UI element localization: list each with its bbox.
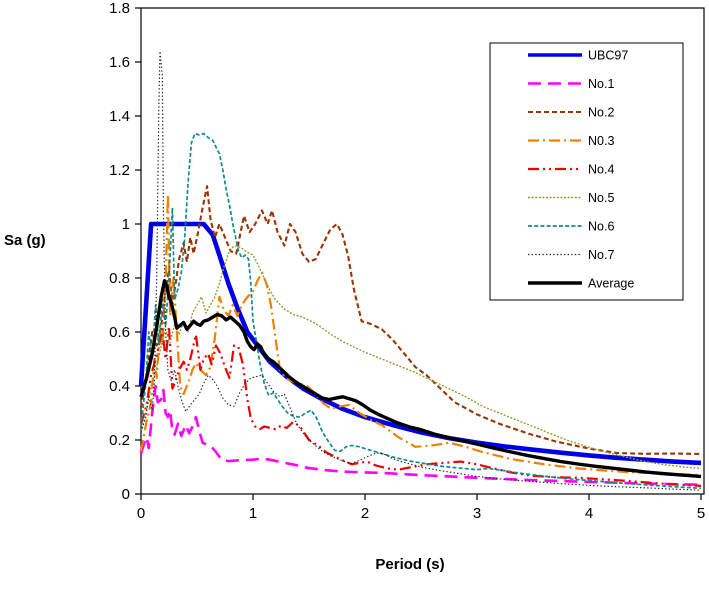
y-axis-title: Sa (g) [4,232,46,249]
x-axis: 0 1 2 3 4 5 [137,494,705,522]
series-line-ubc97 [138,221,702,466]
legend-label: No.7 [588,248,614,262]
y-tick-label: 0.2 [109,432,130,449]
y-tick-label: 1.6 [109,54,130,71]
legend-label: No.4 [588,163,614,177]
x-tick-label: 5 [697,505,705,522]
y-tick-label: 1.2 [109,162,130,179]
y-axis: 0 0.2 0.4 0.6 0.8 1 1.2 1.4 1.6 1.8 [109,0,141,503]
y-tick-label: 1.4 [109,108,130,125]
y-tick-label: 0 [122,486,130,503]
legend-label: No.6 [588,220,614,234]
series-line-no-5 [140,244,702,470]
series-line-no-1 [139,384,702,487]
series-line-no-7 [140,50,702,491]
x-tick-label: 0 [137,505,145,522]
x-axis-title: Period (s) [375,556,445,573]
series-line-no-2 [139,185,702,456]
y-tick-label: 0.8 [109,270,130,287]
y-tick-label: 0.6 [109,324,130,341]
series-line-n0-3 [139,193,702,477]
legend-label: No.5 [588,191,614,205]
legend-label: No.2 [588,106,614,120]
x-tick-label: 2 [361,505,369,522]
plot-border [140,7,705,495]
y-tick-label: 0.4 [109,378,130,395]
series-line-no-4 [139,325,702,487]
x-tick-label: 1 [249,505,257,522]
y-tick-label: 1 [122,216,130,233]
legend-label: N0.3 [588,134,614,148]
legend-label: Average [588,277,634,291]
y-tick-label: 1.8 [109,0,130,17]
x-tick-label: 3 [473,505,481,522]
series-lines [138,50,702,491]
x-tick-label: 4 [585,505,593,522]
legend-box [489,42,684,301]
legend-label: No.1 [588,77,614,91]
series-line-average [139,279,702,479]
legend: UBC97 No.1 No.2 N0.3 No.4 No.5 No.6 No.7 Average [489,42,684,301]
legend-label: UBC97 [588,49,628,63]
